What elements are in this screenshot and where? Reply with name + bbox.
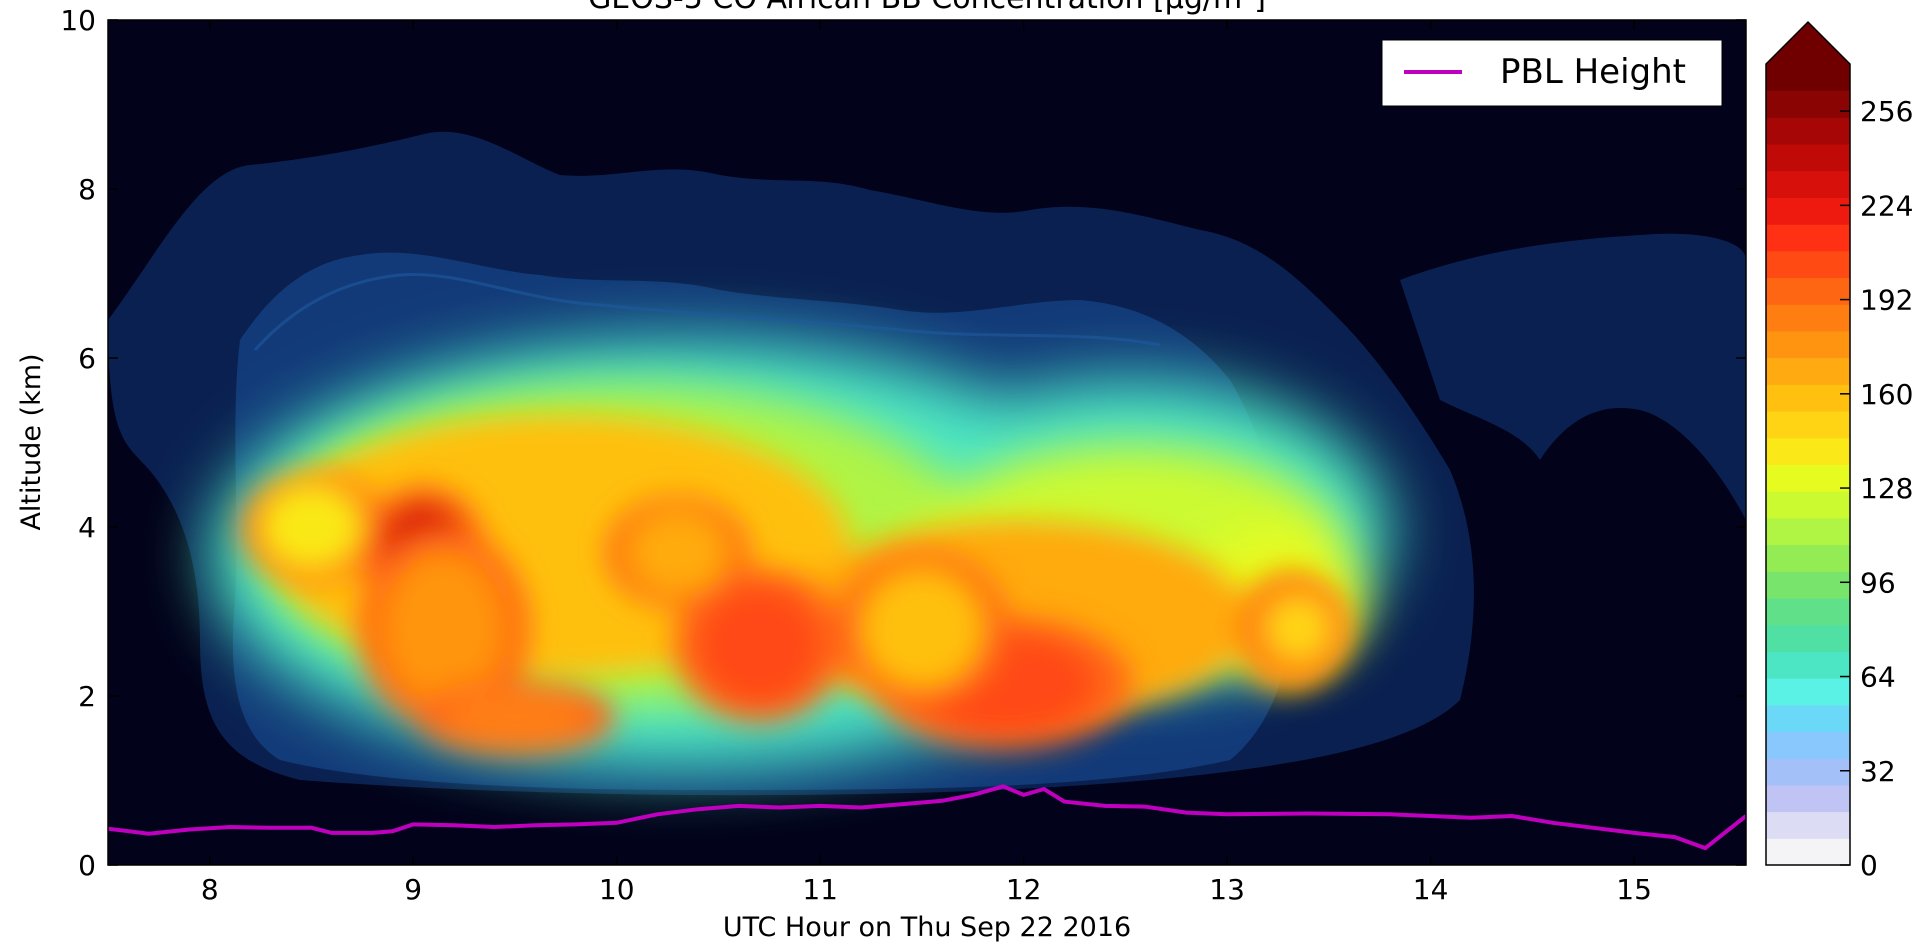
y-tick-label: 10	[60, 4, 96, 37]
colorbar-segment	[1766, 517, 1850, 546]
y-tick-label: 4	[78, 511, 96, 544]
colorbar-segment	[1766, 383, 1850, 412]
colorbar-tick-label: 192	[1860, 284, 1913, 317]
pbl-height-line	[108, 784, 1746, 851]
colorbar-segment	[1766, 90, 1850, 118]
colorbar-segment	[1766, 410, 1850, 439]
colorbar-segment	[1766, 143, 1850, 172]
field-core	[626, 510, 729, 595]
colorbar-segment	[1766, 277, 1850, 305]
colorbar-segment	[1766, 303, 1850, 332]
colorbar-segment	[1766, 704, 1850, 732]
colorbar-segment	[1766, 784, 1850, 813]
colorbar-segment	[1766, 544, 1850, 572]
colorbar-tick-label: 96	[1860, 566, 1896, 599]
x-tick-label: 11	[802, 873, 838, 906]
colorbar-segment	[1766, 811, 1850, 839]
y-axis: 0 2 4 6 8 10	[60, 4, 1746, 882]
x-tick-label: 9	[404, 873, 422, 906]
colorbar-segment	[1766, 570, 1850, 599]
colorbar-segment	[1766, 624, 1850, 652]
field-core	[860, 569, 983, 688]
colorbar-tick-label: 32	[1860, 755, 1896, 788]
colorbar-tick-label: 0	[1860, 849, 1878, 882]
x-tick-label: 10	[599, 873, 635, 906]
colorbar-tick-label: 128	[1860, 472, 1913, 505]
x-tick-label: 12	[1006, 873, 1042, 906]
colorbar-tick-label: 224	[1860, 189, 1913, 222]
y-tick-label: 2	[78, 680, 96, 713]
field-core	[443, 687, 587, 747]
colorbar-segment	[1766, 223, 1850, 252]
colorbar-segment	[1766, 437, 1850, 465]
y-tick-label: 0	[78, 849, 96, 882]
colorbar-segment	[1766, 757, 1850, 786]
x-tick-label: 14	[1413, 873, 1449, 906]
legend-label: PBL Height	[1500, 52, 1686, 92]
y-tick-label: 8	[78, 173, 96, 206]
colorbar-segment	[1766, 357, 1850, 385]
x-tick-label: 8	[201, 873, 219, 906]
field-core	[260, 484, 363, 570]
colorbar-frame	[1765, 20, 1851, 866]
chart-title: GEOS-5 CO African BB Concentration [μg/m…	[588, 0, 1266, 16]
y-tick-label: 6	[78, 342, 96, 375]
colorbar-tick-label: 160	[1860, 378, 1913, 411]
colorbar-tick-label: 64	[1860, 661, 1896, 694]
field-low-envelope-right	[1400, 233, 1746, 520]
colorbar-segment	[1766, 170, 1850, 198]
legend: PBL Height	[1381, 39, 1723, 107]
y-axis-label: Altitude (km)	[16, 353, 47, 530]
field-core	[698, 586, 821, 705]
colorbar: 0 32 64 96 128 160 192 224 256	[1765, 20, 1913, 882]
field-core	[382, 552, 505, 705]
colorbar-segment	[1766, 731, 1850, 759]
x-axis: 8 9 10 11 12 13 14 15	[201, 20, 1652, 906]
colorbar-segment	[1766, 250, 1850, 279]
field-hilite-top	[253, 272, 1161, 352]
colorbar-segment	[1766, 116, 1850, 145]
colorbar-segment	[1766, 597, 1850, 626]
x-tick-label: 15	[1616, 873, 1652, 906]
colorbar-segment	[1766, 677, 1850, 706]
field-core	[1263, 594, 1333, 663]
colorbar-segment	[1766, 464, 1850, 492]
colorbar-segment	[1766, 197, 1850, 225]
contour-field	[108, 131, 1746, 796]
x-axis-label: UTC Hour on Thu Sep 22 2016	[723, 912, 1131, 943]
plot-frame	[107, 19, 1747, 866]
colorbar-segment	[1766, 330, 1850, 359]
colorbar-tick-label: 256	[1860, 95, 1913, 128]
plot-area	[107, 19, 1747, 866]
colorbar-extend-max	[1766, 22, 1850, 91]
colorbar-segment	[1766, 650, 1850, 679]
x-tick-label: 13	[1209, 873, 1245, 906]
colorbar-segment	[1766, 490, 1850, 519]
colorbar-segment	[1766, 837, 1850, 866]
